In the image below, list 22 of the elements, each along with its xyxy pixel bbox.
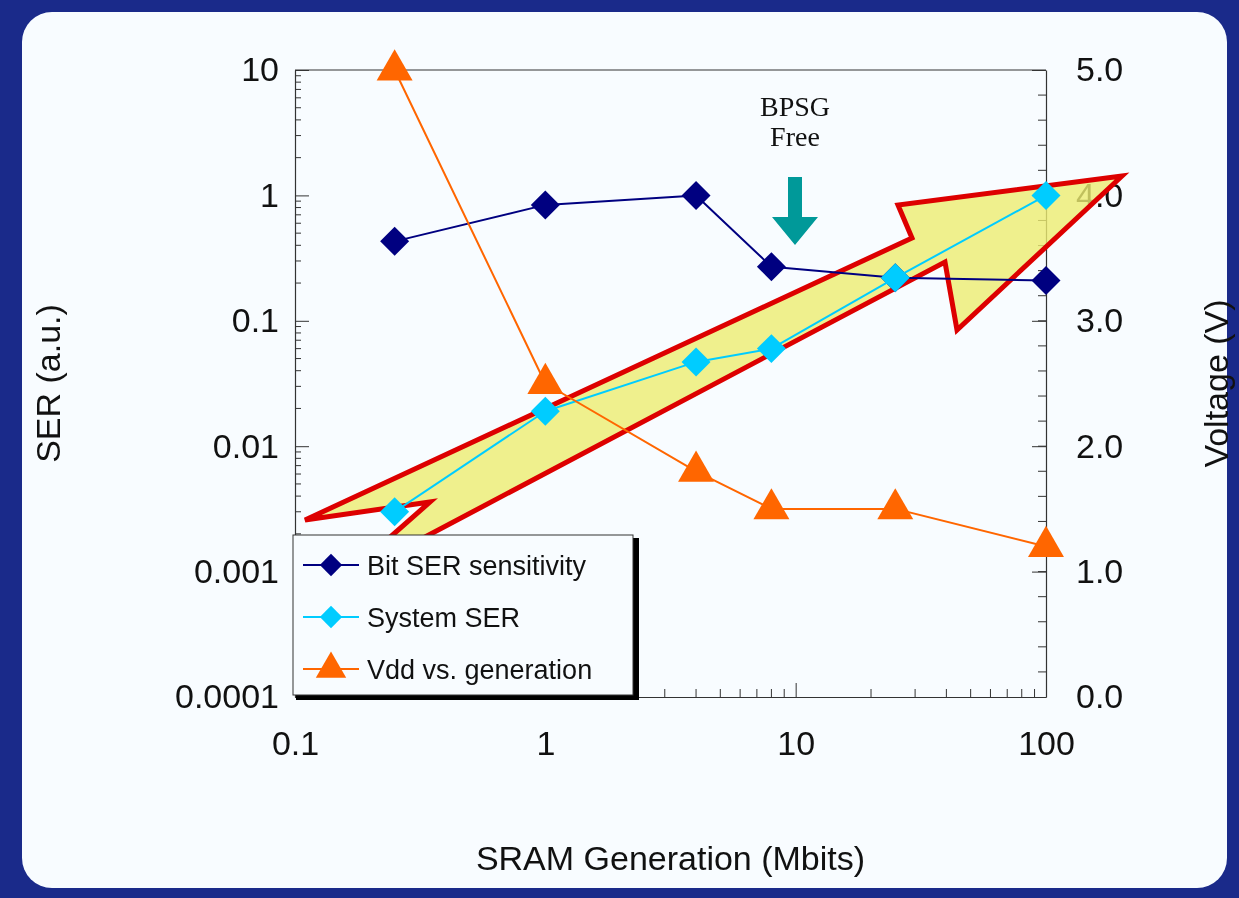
annotation: BPSG Free xyxy=(759,91,831,152)
y-tick-label: 0.1 xyxy=(231,301,279,340)
x-tick-label: 0.1 xyxy=(271,724,320,763)
legend-label: System SER xyxy=(367,603,521,633)
y-tick-label: 0.001 xyxy=(193,551,279,590)
y-tick-label: 10 xyxy=(241,50,279,89)
x-tick-label: 10 xyxy=(777,724,816,763)
legend-label: Vdd vs. generation xyxy=(367,655,593,685)
y2-tick-label: 5.0 xyxy=(1076,50,1124,89)
y2-tick-label: 3.0 xyxy=(1076,301,1124,340)
y2-axis-title: Voltage (V) xyxy=(1197,299,1235,468)
y-tick-label: 1 xyxy=(260,175,279,214)
legend-label: Bit SER sensitivity xyxy=(367,551,587,581)
y-axis-title: SER (a.u.) xyxy=(29,304,67,463)
y2-tick-label: 2.0 xyxy=(1076,426,1124,465)
x-axis-title: SRAM Generation (Mbits) xyxy=(475,839,866,877)
y-tick-label: 0.01 xyxy=(212,426,279,465)
y2-tick-label: 0.0 xyxy=(1076,677,1124,716)
x-tick-label: 100 xyxy=(1018,724,1075,763)
x-tick-label: 1 xyxy=(536,724,556,763)
y-tick-label: 0.0001 xyxy=(175,677,279,716)
y2-tick-label: 1.0 xyxy=(1076,551,1124,590)
